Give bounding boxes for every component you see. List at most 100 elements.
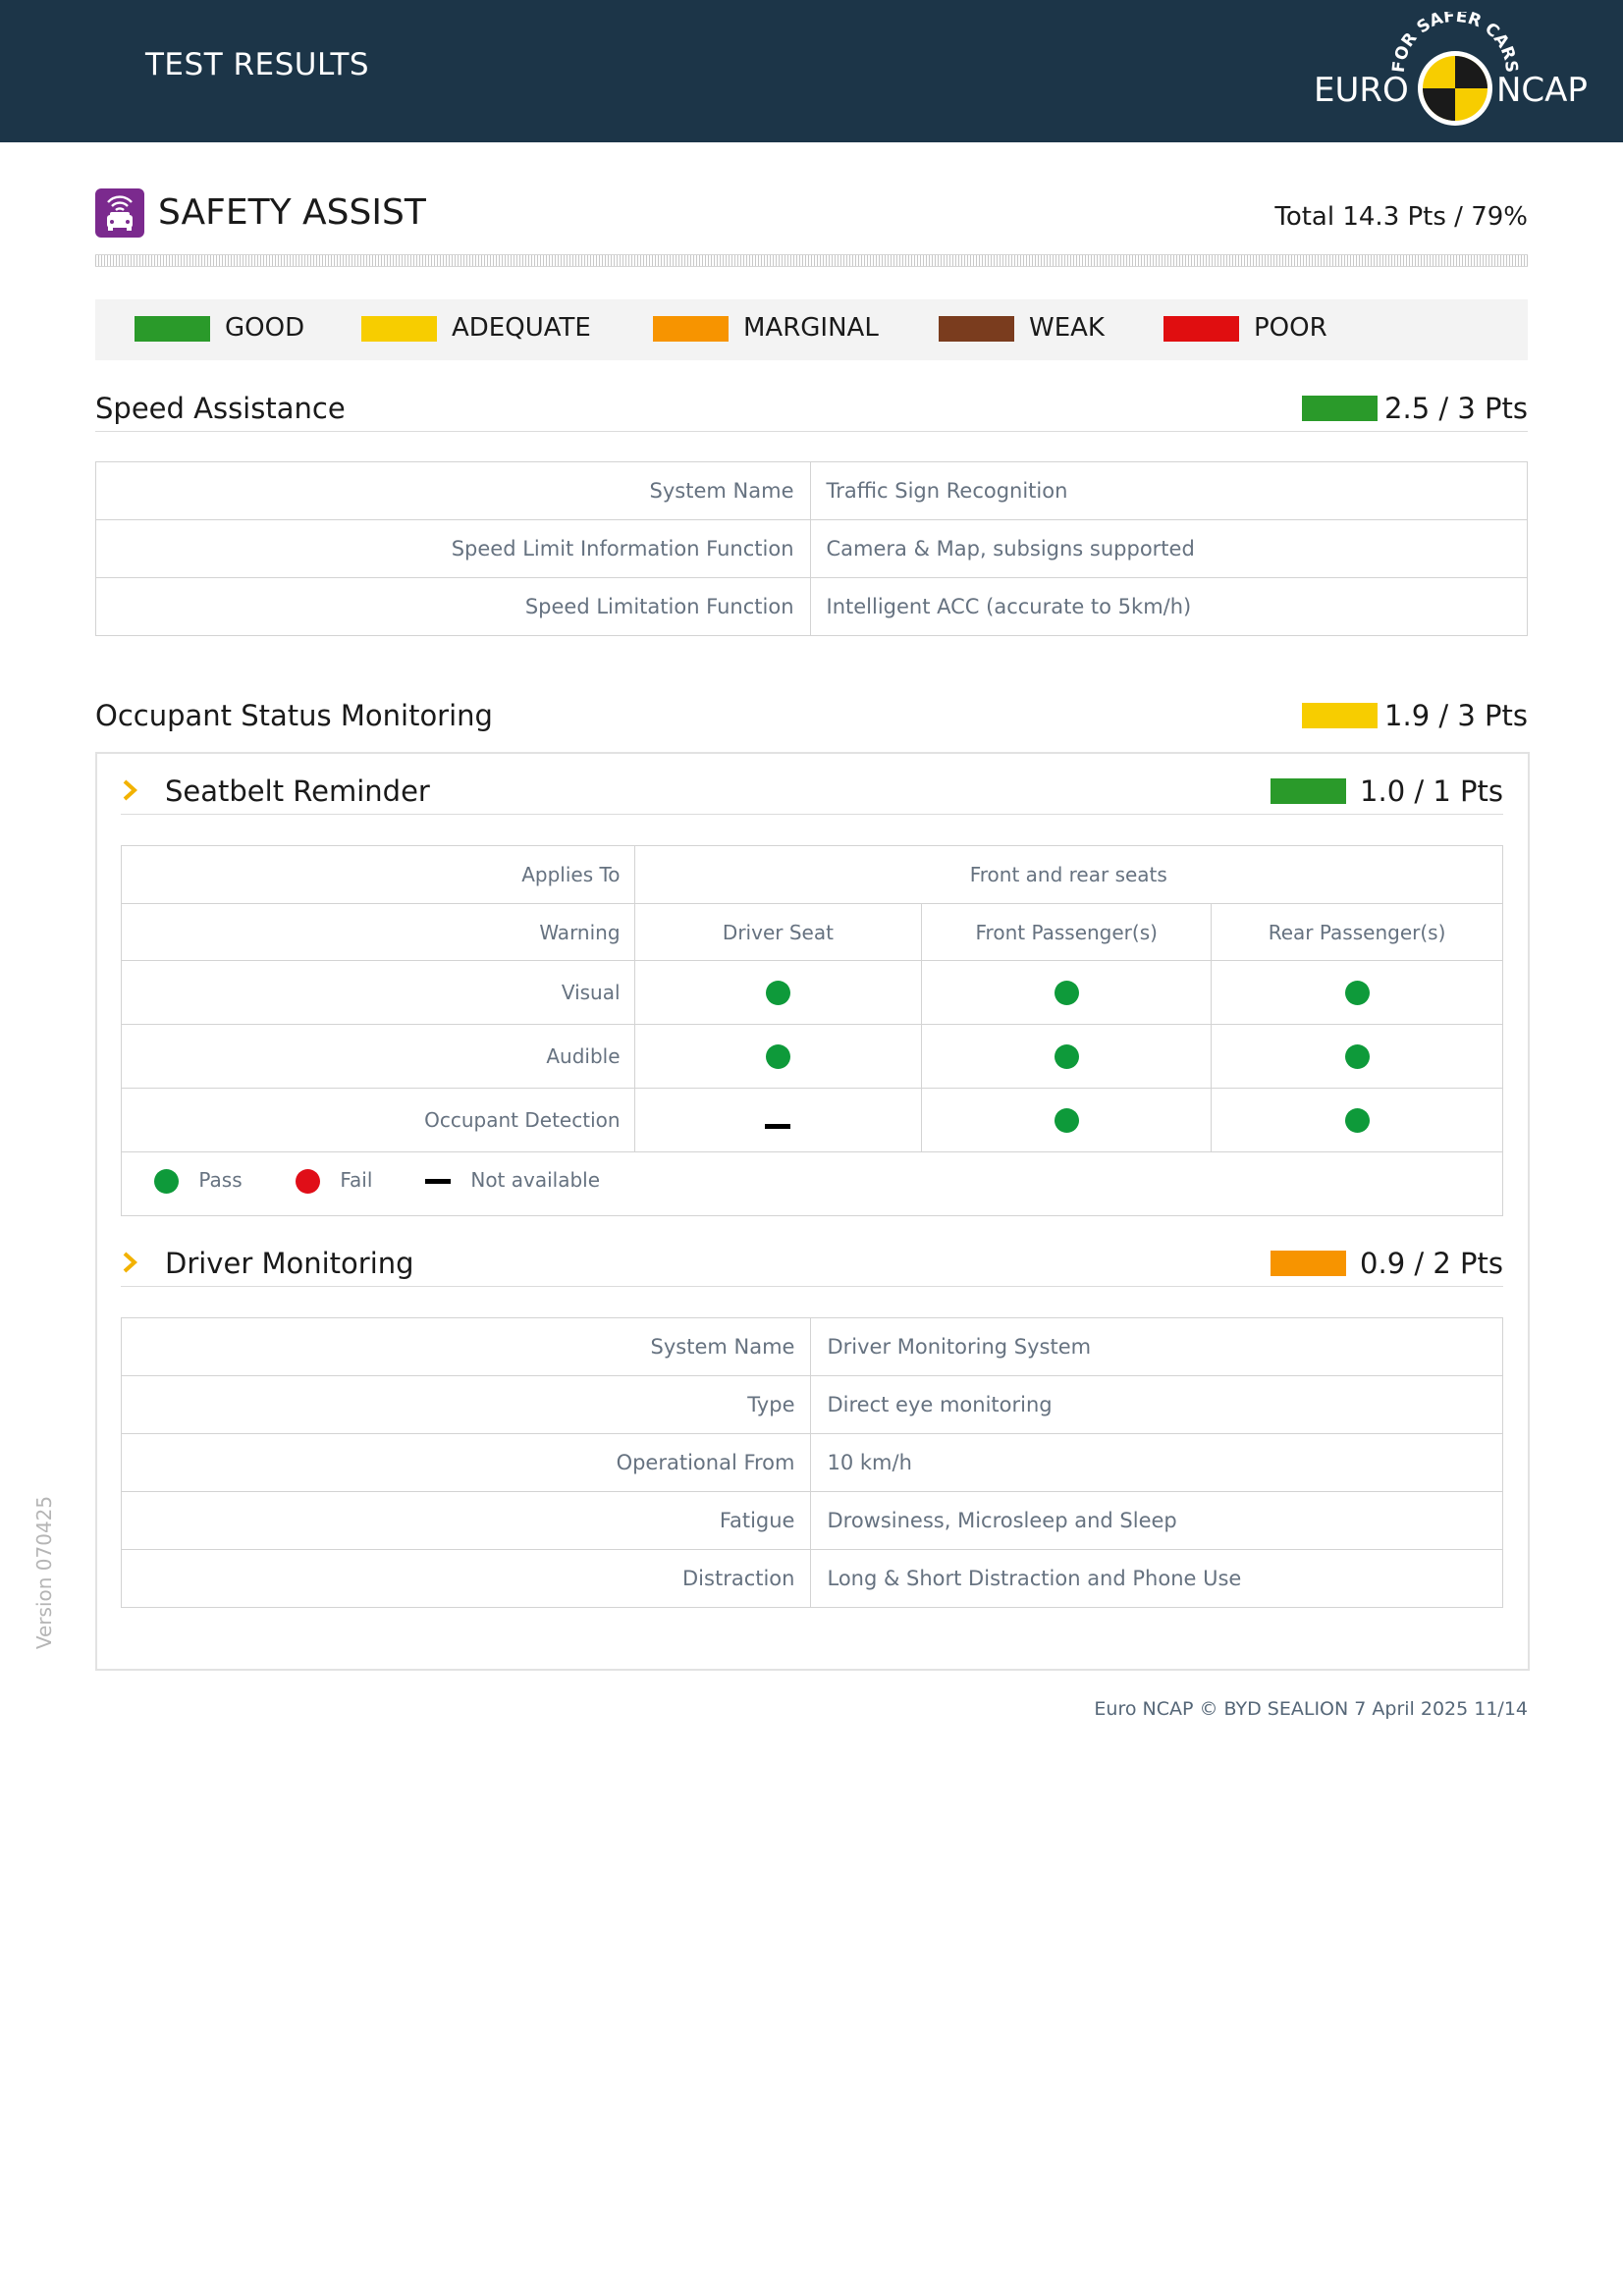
logo-word-ncap: NCAP — [1496, 71, 1588, 110]
table-row: System Name Traffic Sign Recognition — [95, 461, 1528, 520]
legend-label: ADEQUATE — [452, 313, 591, 343]
legend-pass-label: Pass — [198, 1168, 243, 1192]
pass-dot-icon — [1054, 1108, 1079, 1133]
score-text: 0.9 / 2 Pts — [1360, 1247, 1503, 1280]
rating-legend: GOOD ADEQUATE MARGINAL WEAK POOR — [95, 299, 1528, 360]
applies-to-label: Applies To — [121, 845, 635, 904]
car-sensor-icon — [95, 188, 144, 238]
section-total-score: Total 14.3 Pts / 79% — [1274, 202, 1528, 232]
status-cell — [921, 1024, 1213, 1089]
status-cell — [921, 960, 1213, 1025]
page-footer: Euro NCAP © BYD SEALION 7 April 2025 11/… — [1094, 1698, 1528, 1720]
legend-swatch — [135, 316, 210, 342]
status-cell — [633, 1088, 923, 1152]
score-swatch — [1271, 778, 1346, 804]
column-header: Front Passenger(s) — [921, 903, 1213, 961]
pass-dot-icon — [1054, 1044, 1079, 1069]
score-text: 1.9 / 3 Pts — [1384, 699, 1528, 732]
table-row: Distraction Long & Short Distraction and… — [120, 1549, 1503, 1608]
seatbelt-reminder-heading[interactable]: Seatbelt Reminder 1.0 / 1 Pts — [121, 774, 1503, 815]
score-text: 1.0 / 1 Pts — [1360, 774, 1503, 808]
table-row: Fatigue Drowsiness, Microsleep and Sleep — [120, 1491, 1503, 1550]
table-row: System Name Driver Monitoring System — [120, 1317, 1503, 1376]
row-label: Audible — [121, 1024, 635, 1089]
row-value: Long & Short Distraction and Phone Use — [810, 1549, 1503, 1608]
row-value: Traffic Sign Recognition — [809, 461, 1528, 520]
legend-label: WEAK — [1029, 313, 1105, 343]
row-key: Type — [120, 1375, 812, 1434]
score-swatch — [1302, 396, 1378, 421]
row-value: Drowsiness, Microsleep and Sleep — [810, 1491, 1503, 1550]
row-value: Camera & Map, subsigns supported — [809, 519, 1528, 578]
pass-dot-icon — [154, 1169, 179, 1194]
not-available-dash-icon — [425, 1179, 451, 1184]
status-cell — [1211, 1024, 1503, 1089]
row-value: 10 km/h — [810, 1433, 1503, 1492]
legend-swatch — [653, 316, 729, 342]
pass-dot-icon — [765, 981, 790, 1005]
version-text: Version 070425 — [32, 1495, 56, 1650]
row-key: Speed Limitation Function — [95, 577, 811, 636]
row-value: Driver Monitoring System — [810, 1317, 1503, 1376]
table-row: Speed Limitation Function Intelligent AC… — [95, 577, 1528, 636]
row-key: Operational From — [120, 1433, 812, 1492]
version-label: Version 070425 — [10, 1492, 69, 1649]
occupant-status-score: 1.9 / 3 Pts — [1302, 699, 1528, 732]
occupant-status-title: Occupant Status Monitoring — [95, 699, 493, 732]
row-key: Fatigue — [120, 1491, 812, 1550]
driver-monitoring-heading[interactable]: Driver Monitoring 0.9 / 2 Pts — [121, 1247, 1503, 1287]
speed-assistance-table: System Name Traffic Sign Recognition Spe… — [95, 461, 1528, 636]
dotted-divider — [95, 254, 1528, 267]
score-swatch — [1271, 1251, 1346, 1276]
pass-dot-icon — [1344, 1108, 1370, 1133]
pass-dot-icon — [1344, 1044, 1370, 1069]
legend-swatch — [361, 316, 437, 342]
not-available-dash-icon — [765, 1124, 791, 1129]
warning-label: Warning — [121, 903, 635, 961]
legend-pass: Pass — [154, 1168, 243, 1194]
pass-dot-icon — [1054, 981, 1079, 1005]
speed-assistance-title: Speed Assistance — [95, 392, 346, 425]
table-row: Applies To Front and rear seats — [121, 845, 1504, 904]
status-cell — [921, 1088, 1213, 1152]
seatbelt-reminder-title: Seatbelt Reminder — [165, 774, 430, 808]
legend-label: GOOD — [225, 313, 305, 343]
table-row: Occupant Detection — [121, 1088, 1503, 1152]
row-value: Direct eye monitoring — [810, 1375, 1503, 1434]
pass-dot-icon — [1344, 981, 1370, 1005]
logo-word-euro: EURO — [1314, 71, 1409, 110]
row-key: Distraction — [120, 1549, 812, 1608]
header-bar: TEST RESULTS FOR SAFER CARS EURO NCAP — [0, 0, 1623, 142]
legend-na-label: Not available — [470, 1168, 601, 1192]
seatbelt-status-legend: Pass Fail Not available — [121, 1152, 1503, 1216]
occupant-status-heading: Occupant Status Monitoring 1.9 / 3 Pts — [95, 699, 1528, 738]
row-key: System Name — [120, 1317, 812, 1376]
euro-ncap-logo: FOR SAFER CARS EURO NCAP — [1308, 12, 1602, 132]
table-header-row: Warning Driver Seat Front Passenger(s) R… — [121, 903, 1503, 961]
section-heading: SAFETY ASSIST Total 14.3 Pts / 79% — [95, 188, 1528, 240]
chevron-right-icon[interactable] — [121, 778, 140, 802]
score-swatch — [1302, 703, 1378, 728]
legend-not-available: Not available — [425, 1168, 600, 1192]
table-row: Operational From 10 km/h — [120, 1433, 1503, 1492]
status-cell — [1211, 1088, 1503, 1152]
driver-monitoring-score: 0.9 / 2 Pts — [1271, 1247, 1503, 1280]
table-row: Visual — [121, 960, 1503, 1025]
driver-monitoring-table: System Name Driver Monitoring System Typ… — [120, 1317, 1503, 1608]
chevron-right-icon[interactable] — [121, 1251, 140, 1274]
row-label: Occupant Detection — [121, 1088, 635, 1152]
occupant-status-panel — [95, 752, 1530, 1671]
legend-label: MARGINAL — [743, 313, 879, 343]
legend-fail: Fail — [296, 1168, 372, 1194]
table-row: Type Direct eye monitoring — [120, 1375, 1503, 1434]
legend-label: POOR — [1254, 313, 1327, 343]
section-title: SAFETY ASSIST — [158, 192, 426, 233]
pass-dot-icon — [765, 1044, 790, 1069]
row-key: Speed Limit Information Function — [95, 519, 811, 578]
row-key: System Name — [95, 461, 811, 520]
table-row: Speed Limit Information Function Camera … — [95, 519, 1528, 578]
applies-to-value: Front and rear seats — [633, 845, 1504, 904]
speed-assistance-heading: Speed Assistance 2.5 / 3 Pts — [95, 392, 1528, 432]
status-cell — [633, 1024, 923, 1089]
seatbelt-table: Applies To Front and rear seats Warning … — [121, 845, 1504, 1152]
